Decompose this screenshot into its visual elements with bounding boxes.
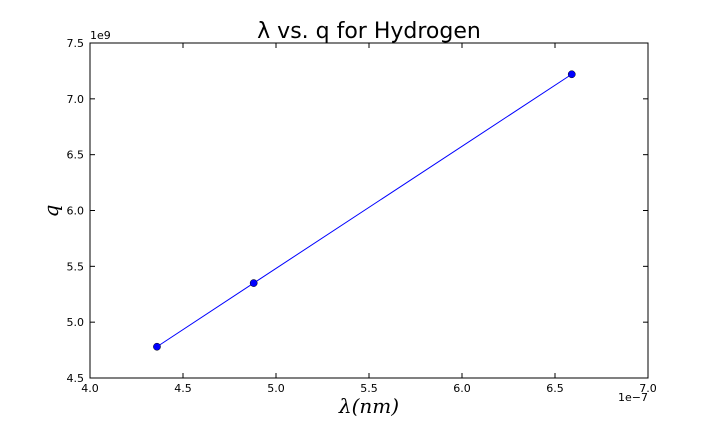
y-tick-label: 6.5 [67, 149, 85, 162]
y-axis-multiplier: 1e9 [90, 29, 111, 42]
y-tick-label: 7.0 [67, 93, 85, 106]
x-tick-label: 5.0 [267, 382, 285, 395]
x-axis-multiplier: 1e−7 [618, 391, 648, 404]
x-tick-label: 5.5 [360, 382, 378, 395]
data-point [153, 342, 161, 351]
y-tick-label: 5.0 [67, 316, 85, 329]
x-tick-label: 6.0 [453, 382, 471, 395]
x-tick-label: 4.0 [81, 382, 99, 395]
chart-title: λ vs. q for Hydrogen [257, 19, 481, 44]
series-group [153, 70, 576, 351]
y-tick-label: 5.5 [67, 260, 85, 273]
data-point [567, 70, 576, 79]
y-tick-label: 7.5 [67, 37, 85, 50]
y-axis-ticks: 4.5 5.0 5.5 6.0 6.5 7.0 7.5 [67, 37, 648, 385]
data-point [249, 279, 258, 287]
x-axis-label: λ(nm) [338, 394, 399, 418]
x-tick-label: 6.5 [546, 382, 564, 395]
x-tick-label: 4.5 [174, 382, 192, 395]
y-tick-label: 6.0 [67, 205, 85, 218]
x-axis-ticks: 4.0 4.5 5.0 5.5 6.0 6.5 7.0 [81, 43, 657, 395]
plot-area [89, 42, 649, 379]
y-tick-label: 4.5 [67, 372, 85, 385]
x-tick-label: 7.0 [639, 382, 657, 395]
y-axis-label: q [39, 205, 63, 218]
